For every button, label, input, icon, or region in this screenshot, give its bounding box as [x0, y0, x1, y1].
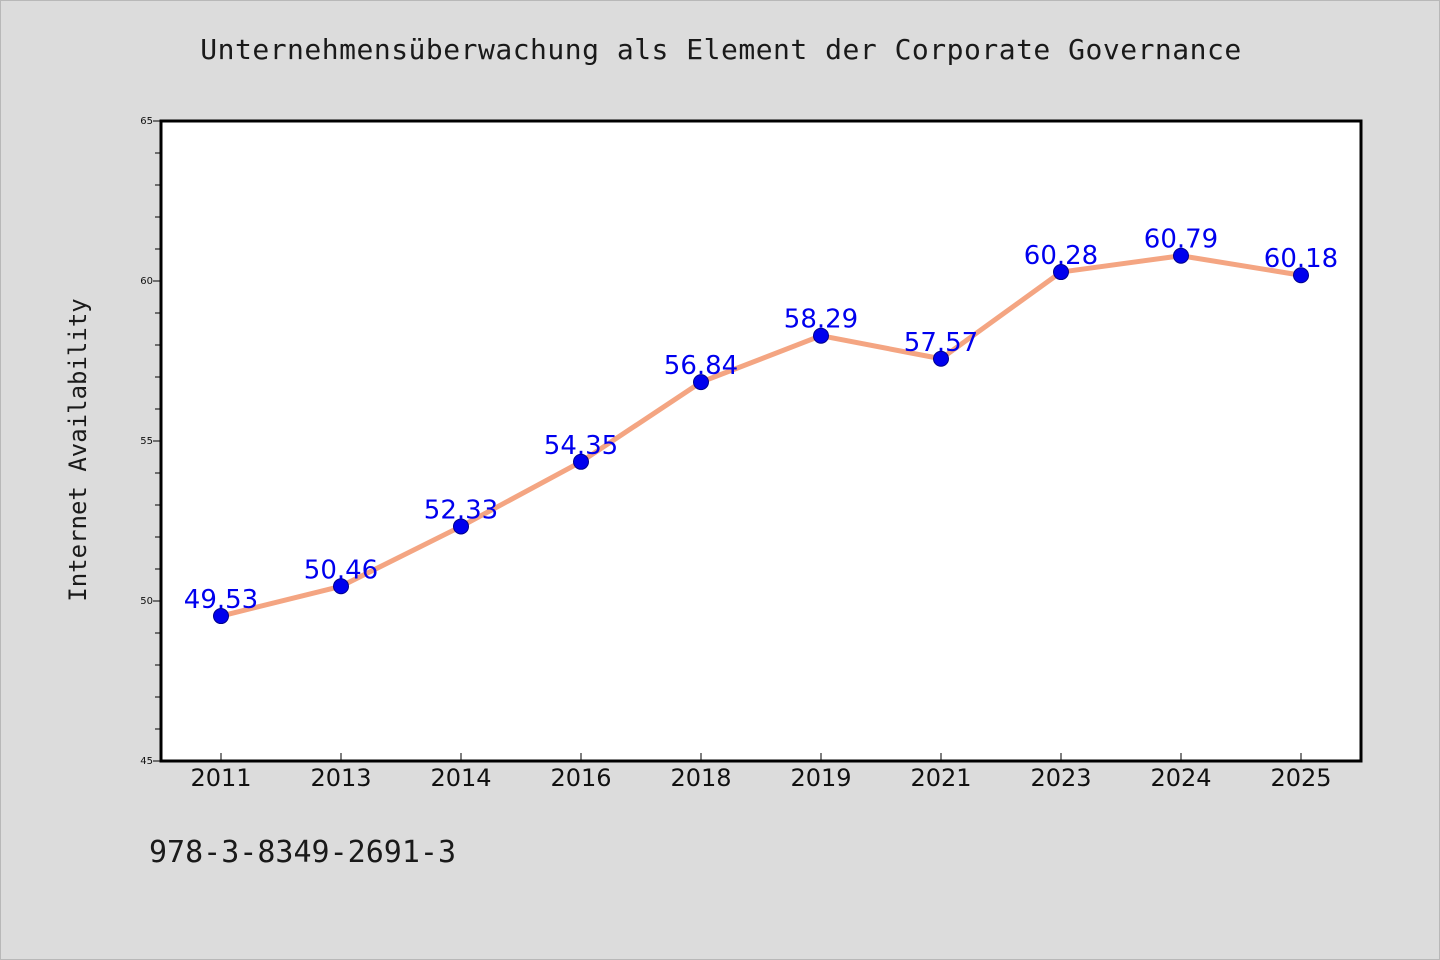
- data-label: 49.53: [184, 585, 258, 615]
- data-markers: [213, 247, 1309, 625]
- data-label: 57.57: [904, 328, 978, 358]
- data-point: [1173, 247, 1189, 264]
- data-label: 52.33: [424, 495, 498, 525]
- x-tick-label: 2018: [670, 764, 731, 792]
- data-point: [453, 518, 469, 535]
- isbn-text: 978-3-8349-2691-3: [149, 835, 457, 870]
- data-label: 54.35: [544, 431, 618, 461]
- data-label: 58.29: [784, 305, 858, 335]
- x-tick-label: 2014: [430, 764, 491, 792]
- y-axis: 45 50 55 60 65: [140, 116, 161, 767]
- chart-title: Unternehmensüberwachung als Element der …: [200, 33, 1242, 66]
- x-tick-label: 2023: [1030, 764, 1091, 792]
- data-point: [1053, 264, 1069, 281]
- data-point: [1293, 267, 1309, 284]
- data-point: [333, 578, 349, 595]
- y-tick-label: 45: [140, 756, 153, 767]
- data-point: [693, 374, 709, 391]
- data-point: [213, 608, 229, 625]
- data-labels: 49.53 50.46 52.33 54.35 56.84 58.29 57.57 60.28…: [184, 225, 1338, 615]
- y-tick-label: 60: [140, 276, 153, 287]
- y-tick-label: 55: [140, 436, 153, 447]
- x-tick-label: 2021: [910, 764, 971, 792]
- y-tick-label: 50: [140, 596, 153, 607]
- data-label: 60.28: [1024, 241, 1098, 271]
- plot-area: [161, 121, 1361, 761]
- x-tick-label: 2013: [310, 764, 371, 792]
- x-axis: 2011 2013 2014 2016 2018 2019 2021 2023 2024 2025: [190, 753, 1332, 792]
- data-label: 60.79: [1144, 225, 1218, 255]
- plot-frame: [159, 119, 1363, 763]
- x-tick-label: 2024: [1150, 764, 1211, 792]
- x-tick-label: 2011: [190, 764, 251, 792]
- x-tick-label: 2025: [1270, 764, 1331, 792]
- data-label: 60.18: [1264, 244, 1338, 274]
- series-line: [220, 253, 1302, 619]
- data-point: [813, 327, 829, 344]
- data-label: 56.84: [664, 351, 738, 381]
- data-label: 50.46: [304, 555, 378, 585]
- x-tick-label: 2016: [550, 764, 611, 792]
- y-tick-label: 65: [140, 116, 153, 127]
- data-point: [573, 453, 589, 470]
- data-point: [933, 350, 949, 367]
- x-tick-label: 2019: [790, 764, 851, 792]
